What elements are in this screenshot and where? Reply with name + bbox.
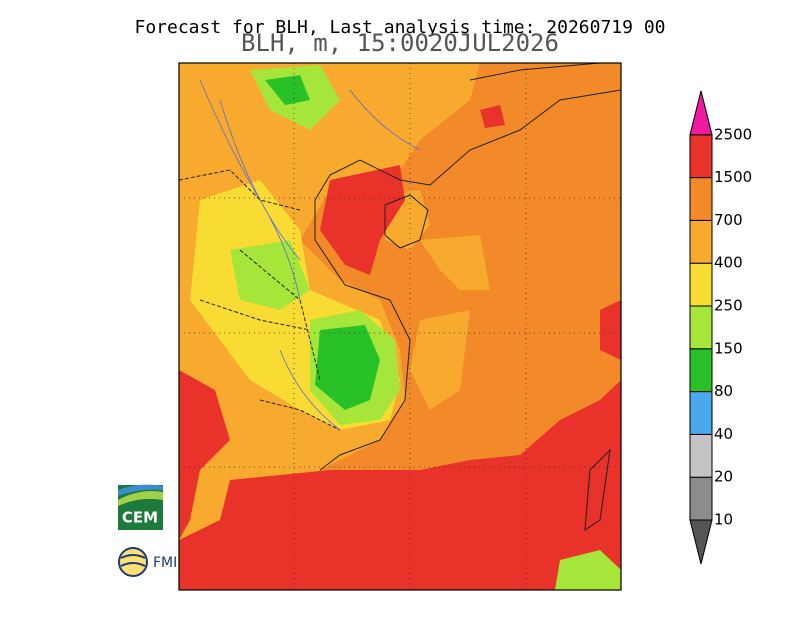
colorbar-segment	[689, 262, 713, 307]
colorbar: 10 20 40 80 150 250 400 700 1500 2500	[689, 90, 752, 565]
colorbar-segment	[689, 177, 713, 221]
colorbar-segment	[689, 433, 713, 478]
cem-text: CEM	[122, 509, 158, 527]
colorbar-segment	[689, 476, 713, 521]
colorbar-label: 10	[714, 511, 733, 529]
colorbar-segment	[689, 391, 713, 435]
colorbar-label: 2500	[714, 125, 752, 143]
colorbar-segment	[689, 348, 713, 393]
colorbar-segment	[689, 219, 713, 264]
title: Forecast for BLH, Last analysis time: 20…	[134, 17, 665, 38]
colorbar-segment	[689, 134, 713, 179]
colorbar-segment	[689, 90, 713, 136]
cem-logo: CEM	[118, 484, 163, 530]
fmi-text: FMI	[153, 555, 177, 571]
colorbar-label: 80	[714, 382, 733, 400]
colorbar-label: 400	[714, 254, 743, 272]
subtitle: BLH, m, 15:0020JUL2026	[241, 29, 559, 57]
fmi-logo: FMI	[118, 547, 177, 577]
colorbar-label: 700	[714, 211, 743, 229]
colorbar-label: 20	[714, 468, 733, 486]
colorbar-label: 250	[714, 297, 743, 315]
colorbar-segment	[689, 305, 713, 350]
colorbar-label: 1500	[714, 168, 752, 186]
colorbar-label: 40	[714, 425, 733, 443]
map	[178, 62, 622, 591]
colorbar-label: 150	[714, 339, 743, 357]
colorbar-segment	[689, 519, 713, 565]
